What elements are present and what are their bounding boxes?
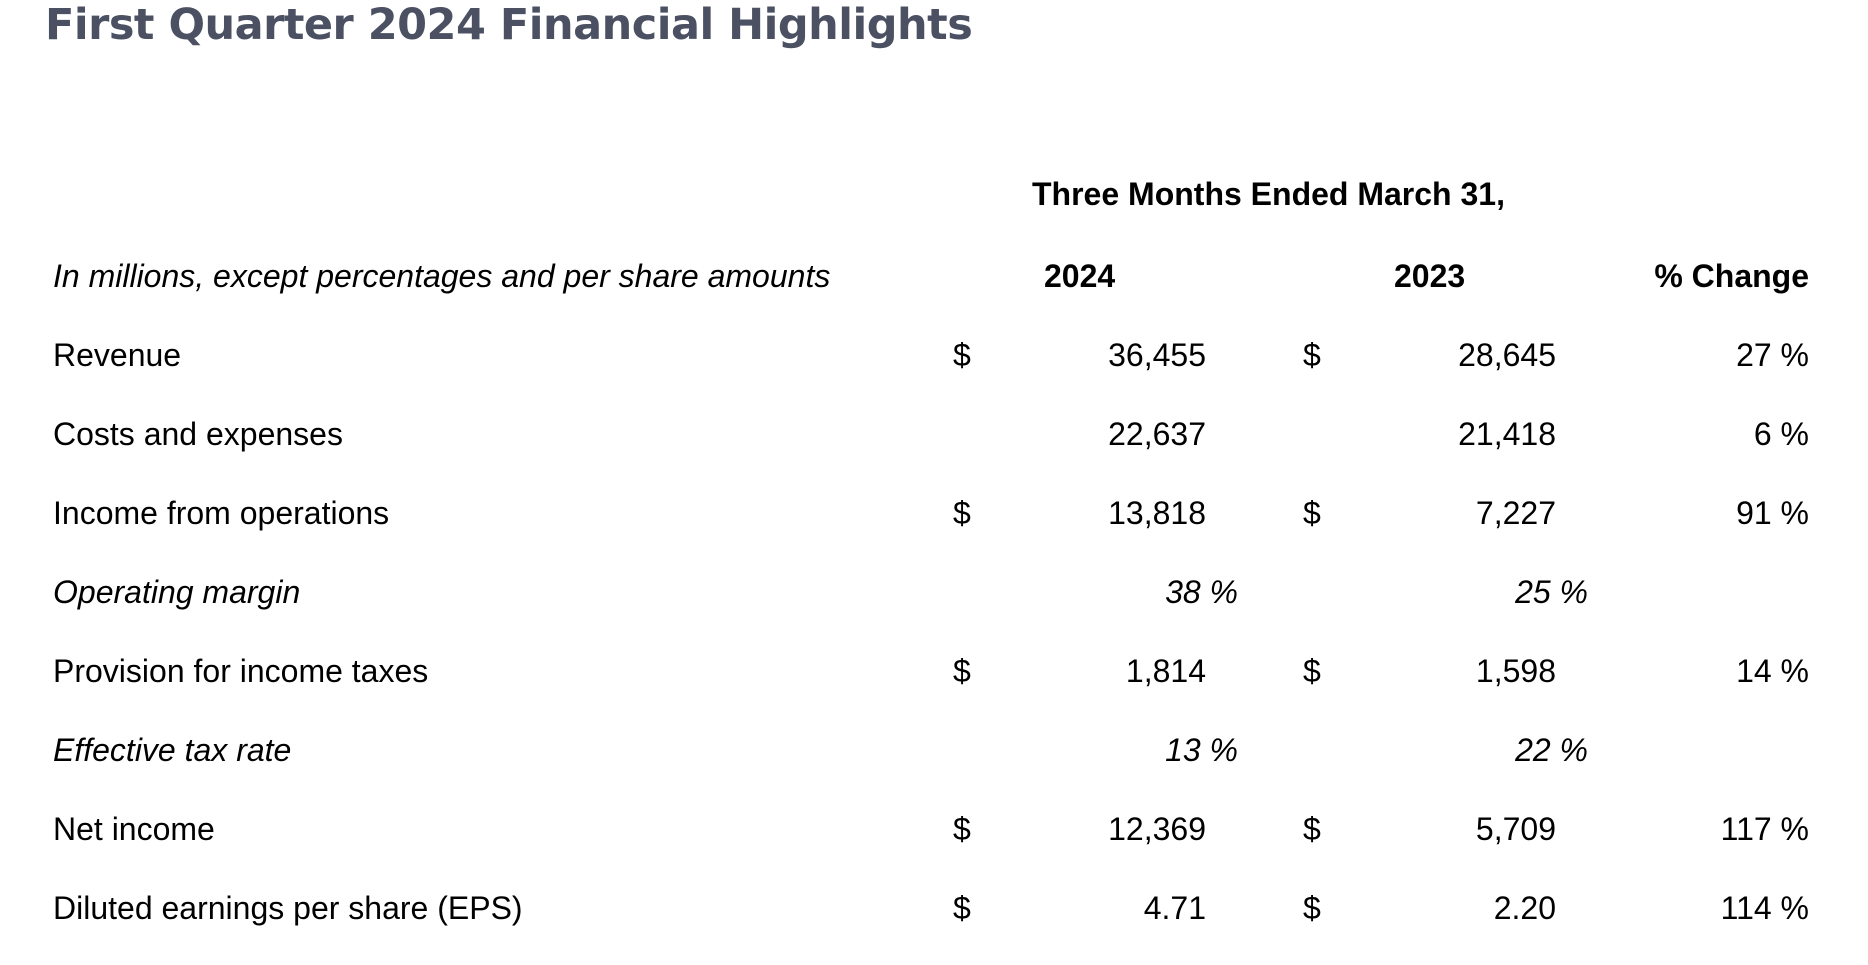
value-2024: 38 % — [1165, 574, 1238, 610]
percent-change: 27 % — [1736, 337, 1809, 373]
currency-symbol: $ — [1303, 890, 1321, 926]
table-row: Revenue $ 36,455 $ 28,645 27 % — [0, 335, 1868, 395]
row-label: Diluted earnings per share (EPS) — [53, 890, 523, 926]
column-header-2023: 2023 — [1394, 258, 1466, 294]
value-2024: 12,369 — [1108, 811, 1206, 847]
table-row: Effective tax rate 13 % 22 % — [0, 730, 1868, 790]
row-label: Costs and expenses — [53, 416, 343, 452]
table-header-row: In millions, except percentages and per … — [0, 256, 1868, 316]
row-label: Effective tax rate — [53, 732, 292, 768]
table-row: Provision for income taxes $ 1,814 $ 1,5… — [0, 651, 1868, 711]
table-row: Operating margin 38 % 25 % — [0, 572, 1868, 632]
value-2023: 22 % — [1515, 732, 1588, 768]
table-row: Income from operations $ 13,818 $ 7,227 … — [0, 493, 1868, 553]
percent-change: 14 % — [1736, 653, 1809, 689]
currency-symbol: $ — [953, 495, 971, 531]
currency-symbol: $ — [953, 653, 971, 689]
value-2023: 28,645 — [1458, 337, 1556, 373]
percent-change: 117 % — [1720, 811, 1809, 847]
percent-change: 6 % — [1753, 416, 1809, 452]
page-title: First Quarter 2024 Financial Highlights — [45, 0, 973, 50]
row-label: Revenue — [53, 337, 182, 373]
percent-change: 91 % — [1736, 495, 1809, 531]
currency-symbol: $ — [953, 890, 971, 926]
currency-symbol: $ — [1303, 653, 1321, 689]
row-label: Provision for income taxes — [53, 653, 429, 689]
value-2024: 4.71 — [1143, 890, 1206, 926]
table-row: Costs and expenses 22,637 21,418 6 % — [0, 414, 1868, 474]
value-2023: 1,598 — [1475, 653, 1556, 689]
currency-symbol: $ — [1303, 495, 1321, 531]
value-2024: 13,818 — [1108, 495, 1206, 531]
value-2024: 13 % — [1165, 732, 1238, 768]
table-row: Net income $ 12,369 $ 5,709 117 % — [0, 809, 1868, 869]
currency-symbol: $ — [1303, 337, 1321, 373]
value-2023: 21,418 — [1458, 416, 1556, 452]
value-2023: 25 % — [1515, 574, 1588, 610]
row-label: Income from operations — [53, 495, 390, 531]
table-row: Diluted earnings per share (EPS) $ 4.71 … — [0, 888, 1868, 948]
percent-change: 114 % — [1720, 890, 1809, 926]
value-2024: 36,455 — [1108, 337, 1206, 373]
value-2023: 7,227 — [1475, 495, 1556, 531]
units-note: In millions, except percentages and per … — [53, 258, 831, 294]
currency-symbol: $ — [953, 811, 971, 847]
column-header-change: % Change — [1654, 258, 1809, 294]
column-header-2024: 2024 — [1044, 258, 1116, 294]
currency-symbol: $ — [1303, 811, 1321, 847]
value-2024: 1,814 — [1125, 653, 1206, 689]
currency-symbol: $ — [953, 337, 971, 373]
value-2024: 22,637 — [1108, 416, 1206, 452]
row-label: Operating margin — [53, 574, 301, 610]
value-2023: 2.20 — [1493, 890, 1556, 926]
row-label: Net income — [53, 811, 215, 847]
period-header: Three Months Ended March 31, — [1032, 176, 1505, 212]
value-2023: 5,709 — [1475, 811, 1556, 847]
